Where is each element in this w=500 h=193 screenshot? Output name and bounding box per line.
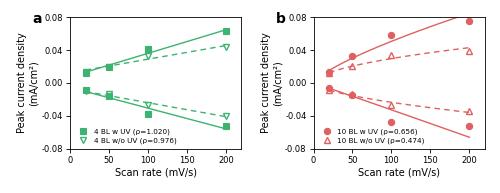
Line: 10 BL w/o UV (ρ=0.474): 10 BL w/o UV (ρ=0.474) xyxy=(326,48,472,76)
4 BL w UV (ρ=1.020) xyxy=(145,48,151,51)
10 BL w UV (ρ=0.656) xyxy=(326,70,332,73)
10 BL w/o UV (ρ=0.474) xyxy=(466,50,472,52)
10 BL w/o UV (ρ=0.474) xyxy=(326,72,332,74)
10 BL w UV (ρ=0.656) xyxy=(350,55,356,57)
4 BL w/o UV (ρ=0.976) xyxy=(106,65,112,68)
4 BL w/o UV (ρ=0.976) xyxy=(82,70,88,73)
Legend: 4 BL w UV (ρ=1.020), 4 BL w/o UV (ρ=0.976): 4 BL w UV (ρ=1.020), 4 BL w/o UV (ρ=0.97… xyxy=(74,127,178,145)
Line: 4 BL w UV (ρ=1.020): 4 BL w UV (ρ=1.020) xyxy=(82,28,229,76)
10 BL w/o UV (ρ=0.474) xyxy=(350,65,356,67)
X-axis label: Scan rate (mV/s): Scan rate (mV/s) xyxy=(114,167,196,177)
4 BL w UV (ρ=1.020) xyxy=(82,72,88,74)
10 BL w UV (ρ=0.656) xyxy=(466,20,472,23)
Line: 4 BL w/o UV (ρ=0.976): 4 BL w/o UV (ρ=0.976) xyxy=(82,44,229,75)
Y-axis label: Peak current density
(mA/cm²): Peak current density (mA/cm²) xyxy=(260,33,282,133)
10 BL w UV (ρ=0.656) xyxy=(388,34,394,37)
Y-axis label: Peak current density
(mA/cm²): Peak current density (mA/cm²) xyxy=(17,33,39,133)
Line: 10 BL w UV (ρ=0.656): 10 BL w UV (ρ=0.656) xyxy=(326,18,472,75)
4 BL w UV (ρ=1.020) xyxy=(223,30,229,32)
Text: a: a xyxy=(32,12,42,26)
10 BL w/o UV (ρ=0.474) xyxy=(388,54,394,56)
X-axis label: Scan rate (mV/s): Scan rate (mV/s) xyxy=(358,167,440,177)
Text: b: b xyxy=(276,12,285,26)
4 BL w/o UV (ρ=0.976) xyxy=(223,46,229,48)
4 BL w UV (ρ=1.020) xyxy=(106,65,112,68)
Legend: 10 BL w UV (ρ=0.656), 10 BL w/o UV (ρ=0.474): 10 BL w UV (ρ=0.656), 10 BL w/o UV (ρ=0.… xyxy=(317,127,426,145)
4 BL w/o UV (ρ=0.976) xyxy=(145,55,151,57)
